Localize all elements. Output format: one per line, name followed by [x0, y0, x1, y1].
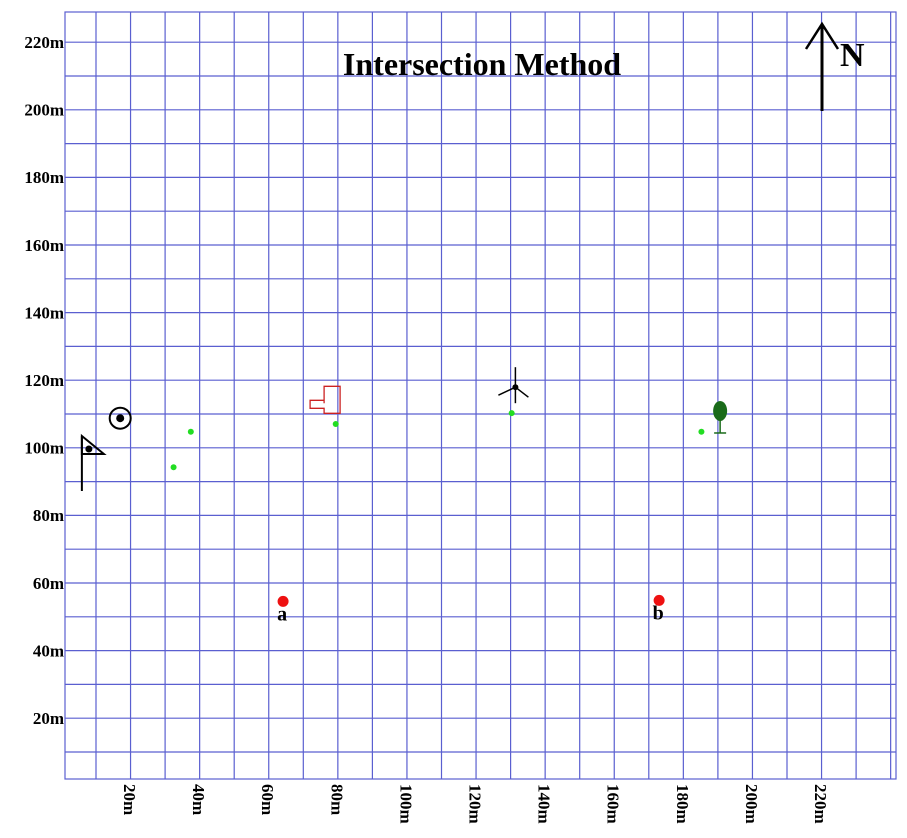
sighting-points [170, 410, 705, 471]
x-tick-label: 160m [604, 784, 623, 824]
sighting-point [170, 464, 177, 471]
y-tick-label: 60m [33, 574, 64, 593]
grid-border [64, 11, 897, 780]
x-tick-label: 80m [327, 784, 346, 815]
north-label: N [840, 37, 865, 74]
x-tick-label: 220m [811, 784, 830, 824]
grid [64, 11, 897, 780]
x-tick-label: 20m [120, 784, 139, 815]
station-label: a [277, 603, 287, 625]
station-label: b [653, 602, 664, 624]
landmarks [80, 367, 728, 491]
y-tick-label: 180m [24, 168, 64, 187]
tree-icon [713, 400, 728, 434]
y-tick-label: 100m [24, 439, 64, 458]
y-tick-label: 80m [33, 506, 64, 525]
diagram-title: Intersection Method [343, 46, 621, 82]
sighting-point [187, 428, 194, 435]
building-icon [309, 385, 341, 414]
windmill-icon [498, 367, 529, 404]
y-tick-label: 200m [24, 101, 64, 120]
x-axis-labels: 20m 40m 60m 80m 100m 120m 140m 160m 180m 200m 220m [120, 784, 830, 824]
sighting-point [698, 428, 705, 435]
sighting-point [332, 420, 339, 427]
y-tick-label: 140m [24, 303, 64, 322]
x-tick-label: 60m [258, 784, 277, 815]
y-tick-label: 160m [24, 236, 64, 255]
y-axis-labels: 20m 40m 60m 80m 100m 120m 140m 160m 180m 200m 220m [24, 33, 64, 728]
y-tick-label: 220m [24, 33, 64, 52]
x-tick-label: 200m [742, 784, 761, 824]
x-tick-label: 180m [673, 784, 692, 824]
x-tick-label: 120m [466, 784, 485, 824]
target-icon [108, 406, 132, 430]
y-tick-label: 40m [33, 641, 64, 660]
station-point [277, 595, 289, 607]
x-tick-label: 140m [535, 784, 554, 824]
x-tick-label: 100m [396, 784, 415, 824]
flag-icon [80, 433, 107, 491]
sighting-point [508, 410, 515, 417]
x-tick-label: 40m [189, 784, 208, 815]
y-tick-label: 20m [33, 709, 64, 728]
y-tick-label: 120m [24, 371, 64, 390]
station-point [653, 594, 665, 606]
north-arrow: N [804, 21, 865, 111]
